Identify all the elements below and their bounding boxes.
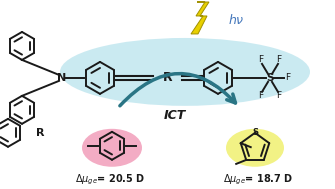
Text: F: F	[276, 91, 281, 100]
Text: F: F	[258, 55, 264, 64]
Text: R: R	[36, 128, 44, 138]
Text: S: S	[252, 128, 258, 137]
Ellipse shape	[226, 129, 284, 167]
Ellipse shape	[82, 129, 142, 167]
Polygon shape	[191, 2, 209, 34]
Text: $h\nu$: $h\nu$	[228, 13, 245, 27]
Text: F: F	[276, 55, 281, 64]
Text: R: R	[163, 71, 173, 84]
Text: F: F	[285, 73, 290, 82]
Text: $\Delta\mu_{ge}$= 18.7 D: $\Delta\mu_{ge}$= 18.7 D	[223, 173, 293, 187]
Text: $\Delta\mu_{ge}$= 20.5 D: $\Delta\mu_{ge}$= 20.5 D	[75, 173, 145, 187]
Text: F: F	[258, 91, 264, 100]
Text: ICT: ICT	[164, 109, 186, 122]
Text: N: N	[57, 73, 67, 83]
Ellipse shape	[60, 38, 310, 106]
Text: S: S	[266, 73, 274, 83]
